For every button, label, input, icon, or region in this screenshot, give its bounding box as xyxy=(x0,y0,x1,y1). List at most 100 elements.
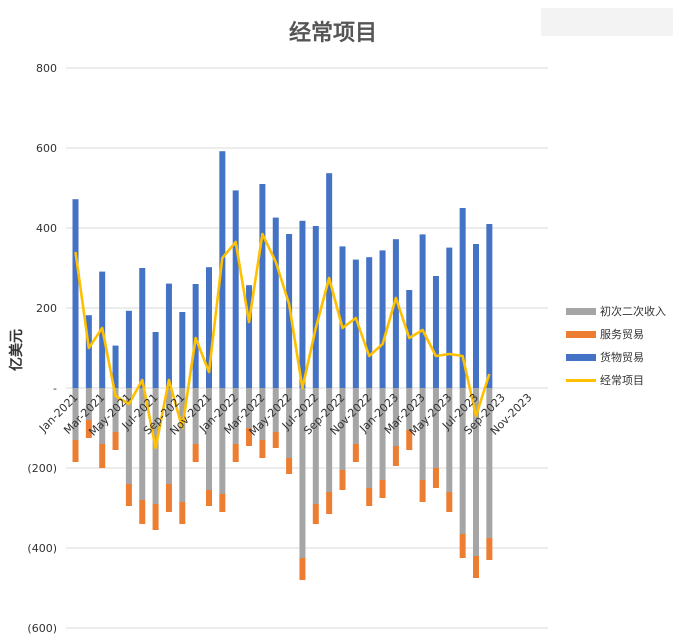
bar-income xyxy=(232,388,239,444)
bar-services xyxy=(192,444,199,462)
bar-services xyxy=(219,494,226,512)
bar-services xyxy=(486,538,493,560)
bar-services xyxy=(272,432,279,448)
bar-services xyxy=(352,444,359,462)
bar-services xyxy=(379,480,386,498)
bar-goods xyxy=(379,250,386,388)
bar-services xyxy=(99,444,106,468)
bar-income xyxy=(459,388,466,534)
y-tick-label: 400 xyxy=(36,222,57,235)
bar-services xyxy=(85,420,92,438)
y-tick-label: (600) xyxy=(27,622,57,635)
bar-income xyxy=(206,388,212,490)
bar-income xyxy=(192,388,199,444)
bar-income xyxy=(392,388,399,446)
corner-placeholder xyxy=(541,8,673,36)
bar-goods xyxy=(366,257,373,388)
bar-income xyxy=(259,388,266,440)
grid-layer xyxy=(66,67,548,629)
bar-services xyxy=(179,502,186,524)
bar-income xyxy=(339,388,346,470)
bar-income xyxy=(486,388,493,538)
bar-goods xyxy=(312,226,319,388)
bar-income xyxy=(299,388,306,558)
bar-goods xyxy=(272,217,279,388)
bar-income xyxy=(366,388,373,488)
bar-income xyxy=(72,388,79,440)
bar-goods xyxy=(473,244,479,388)
bar-services xyxy=(366,488,373,506)
bar-income xyxy=(312,388,319,504)
bar-goods xyxy=(352,259,359,388)
bar-income xyxy=(352,388,359,444)
chart-title: 经常项目 xyxy=(289,20,377,46)
bar-layer xyxy=(72,151,493,580)
bar-services xyxy=(246,428,253,446)
bar-services xyxy=(339,470,346,490)
bar-services xyxy=(125,484,132,506)
bar-goods xyxy=(179,312,186,388)
y-tick-label: (400) xyxy=(27,542,57,555)
y-tick-label: - xyxy=(53,382,57,395)
y-tick-labels: 800 600 400 200 - (200) (400) (600) xyxy=(27,62,57,635)
bar-income xyxy=(246,388,253,428)
bar-services xyxy=(299,558,306,580)
bar-goods xyxy=(165,283,172,388)
bar-services xyxy=(473,556,479,578)
bar-services xyxy=(326,492,333,514)
bar-income xyxy=(379,388,386,480)
bar-goods xyxy=(206,267,212,388)
bar-services xyxy=(419,480,426,502)
bar-income xyxy=(139,388,146,500)
bar-services xyxy=(459,534,466,558)
bar-income xyxy=(446,388,453,492)
bar-services xyxy=(406,430,413,450)
bar-income xyxy=(165,388,172,484)
bar-services xyxy=(72,440,79,462)
y-tick-label: (200) xyxy=(27,462,57,475)
bar-goods xyxy=(446,247,453,388)
bar-goods xyxy=(246,285,253,388)
bar-goods xyxy=(125,310,132,388)
bar-income xyxy=(219,388,226,494)
bar-services xyxy=(312,504,319,524)
bar-services xyxy=(165,484,172,512)
bar-services xyxy=(432,468,439,488)
bar-goods xyxy=(112,345,119,388)
bar-services xyxy=(392,446,399,466)
bar-income xyxy=(179,388,186,502)
bar-income xyxy=(473,388,479,556)
bar-goods xyxy=(486,224,493,388)
bar-income xyxy=(406,388,413,430)
legend-label: 经常项目 xyxy=(600,374,644,387)
bar-services xyxy=(259,440,266,458)
bar-goods xyxy=(85,315,92,388)
bar-goods xyxy=(299,220,306,388)
legend-label: 初次二次收入 xyxy=(600,304,666,318)
bar-income xyxy=(272,388,279,432)
bar-income xyxy=(99,388,106,444)
bar-services xyxy=(232,444,239,462)
bar-goods xyxy=(72,199,79,388)
bar-services xyxy=(286,458,293,474)
bar-services xyxy=(152,504,159,530)
bar-income xyxy=(419,388,426,480)
current-account-line xyxy=(74,232,491,450)
bar-goods xyxy=(259,184,266,388)
legend-swatch xyxy=(566,354,596,361)
bar-goods xyxy=(432,276,439,388)
line-layer xyxy=(74,232,491,450)
legend-label: 货物贸易 xyxy=(600,350,644,364)
bar-services xyxy=(206,490,212,506)
legend-swatch xyxy=(566,308,596,315)
bar-income xyxy=(326,388,333,492)
y-tick-label: 600 xyxy=(36,142,57,155)
bar-goods xyxy=(419,234,426,388)
bar-goods xyxy=(219,151,226,388)
bar-income xyxy=(432,388,439,468)
bar-goods xyxy=(192,284,199,388)
bar-income xyxy=(85,388,92,420)
